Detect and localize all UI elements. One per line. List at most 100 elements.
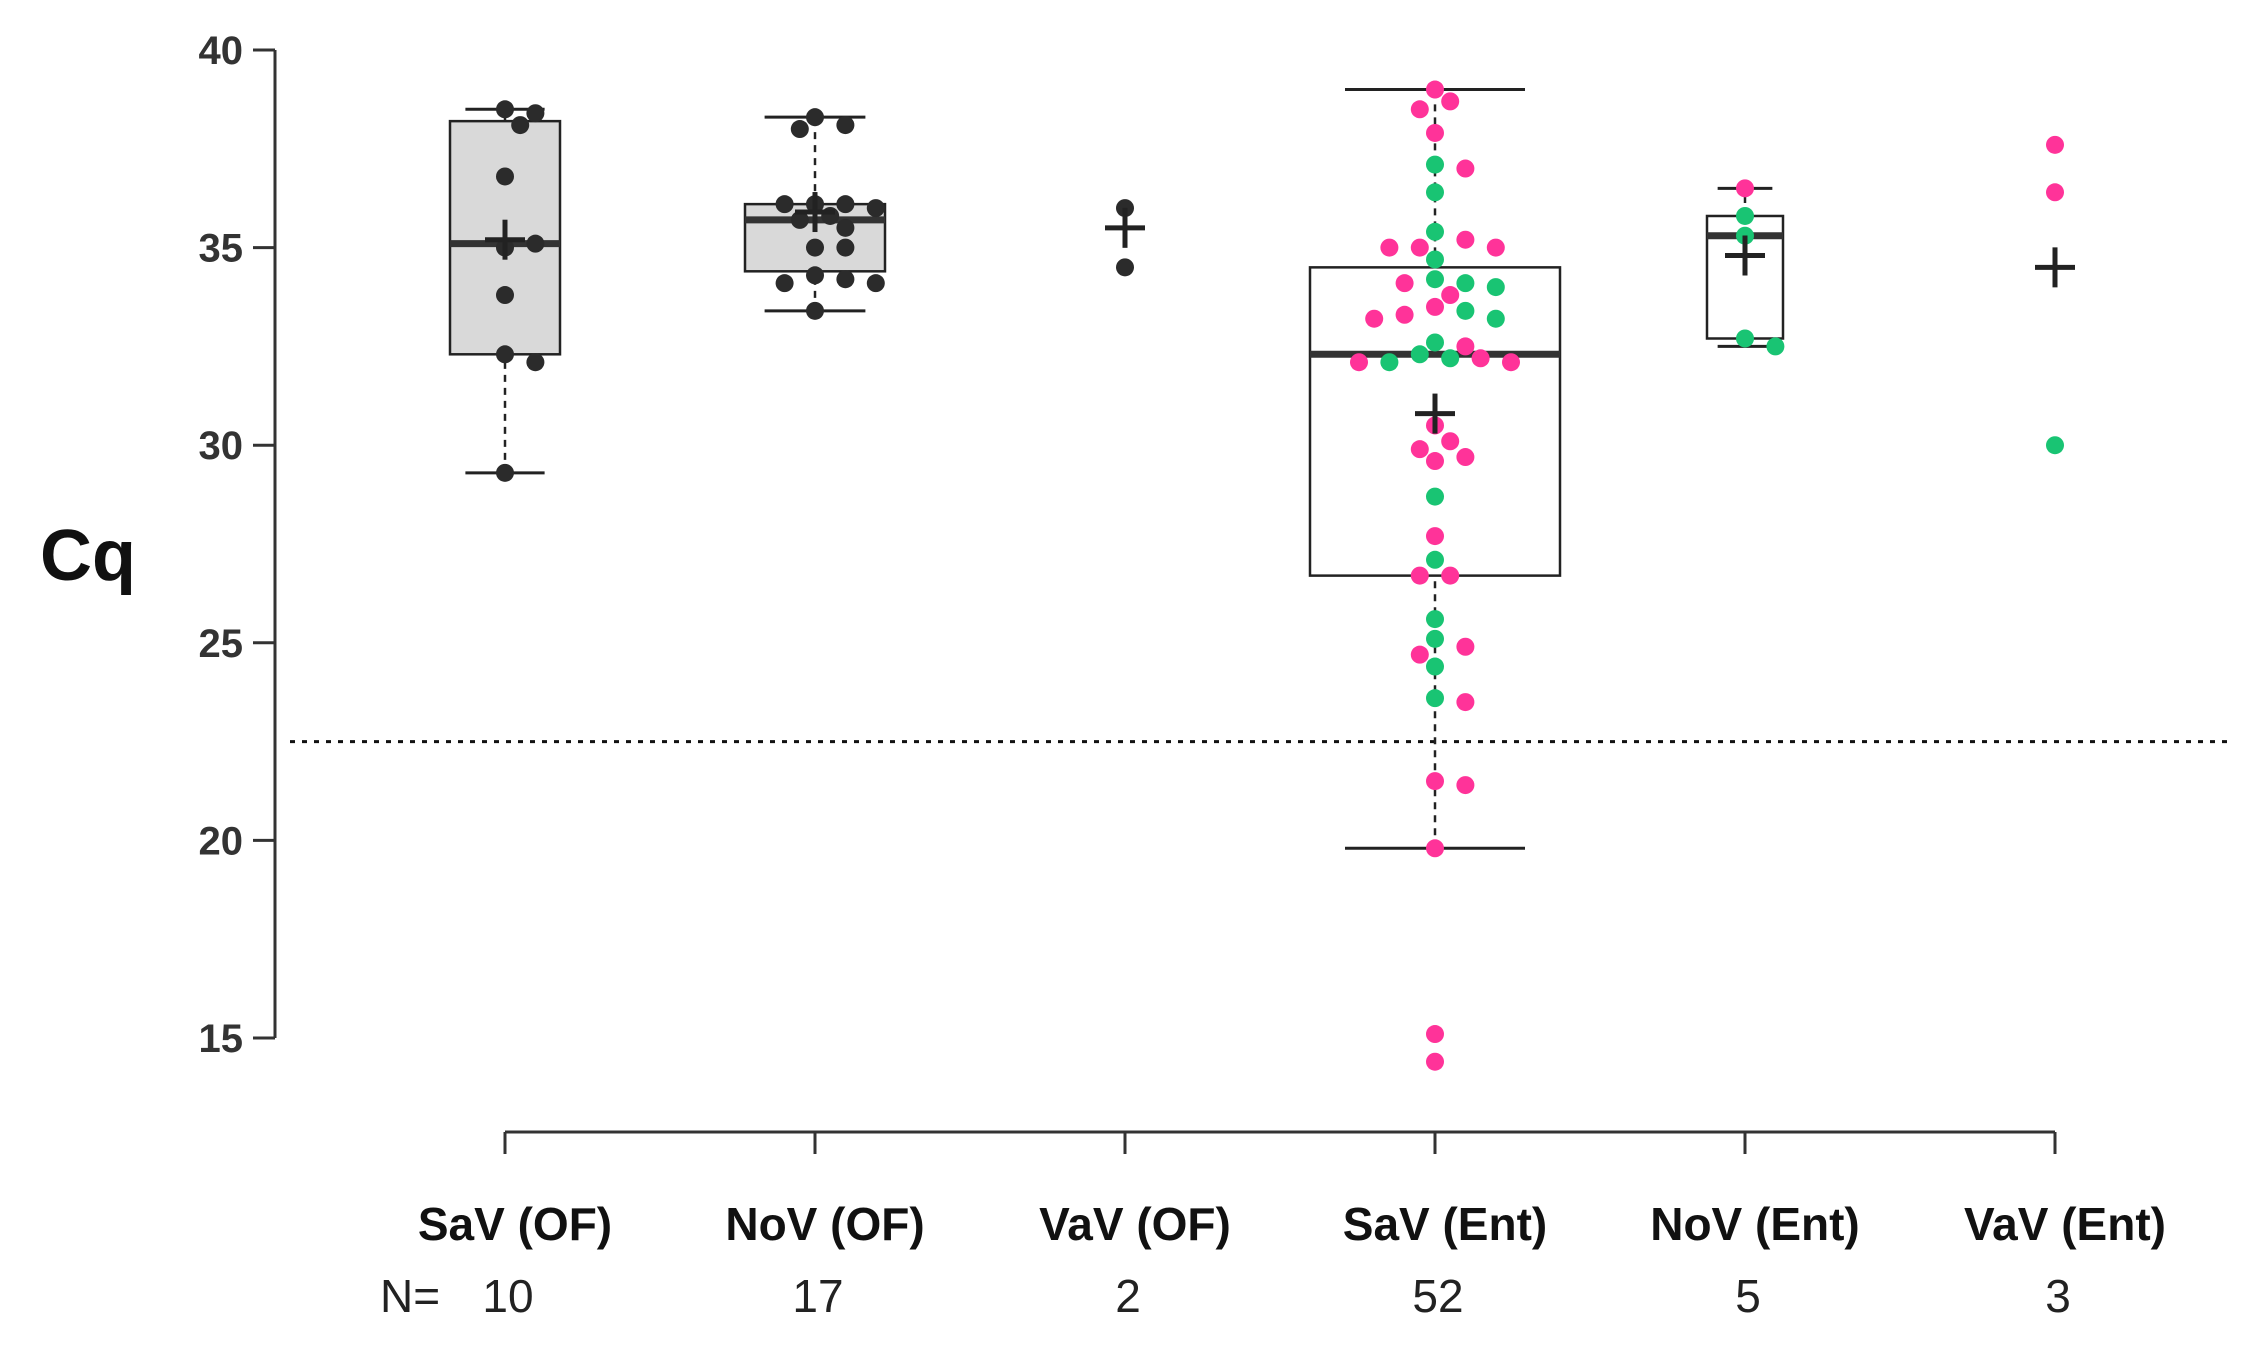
- data-point: [806, 238, 824, 257]
- data-point: [496, 463, 514, 482]
- data-point: [1410, 645, 1429, 664]
- data-point: [1426, 250, 1444, 269]
- y-tick-label: 25: [199, 622, 244, 666]
- data-point: [806, 266, 824, 285]
- data-point: [1486, 238, 1505, 257]
- data-point: [496, 286, 514, 305]
- data-point: [1410, 566, 1429, 585]
- data-point: [1441, 286, 1460, 305]
- data-point: [1456, 776, 1475, 795]
- data-point: [1456, 693, 1475, 712]
- y-tick-label: 20: [199, 819, 244, 863]
- x-category-label: SaV (Ent): [1343, 1198, 1547, 1250]
- n-prefix-label: N=: [380, 1270, 440, 1322]
- data-point: [1502, 353, 1520, 372]
- data-point: [1426, 270, 1444, 289]
- data-point: [496, 167, 514, 186]
- data-point: [496, 100, 514, 119]
- data-point: [790, 210, 809, 229]
- data-point: [1456, 637, 1475, 656]
- data-point: [1426, 487, 1444, 506]
- y-tick-label: 35: [199, 227, 244, 271]
- data-point: [1380, 238, 1399, 257]
- boxes-layer: [448, 88, 1785, 850]
- data-point: [511, 116, 530, 135]
- data-point: [1456, 301, 1475, 320]
- data-point: [790, 120, 809, 139]
- data-point: [836, 270, 855, 289]
- data-point: [1426, 297, 1444, 316]
- data-point: [866, 199, 885, 218]
- data-point: [526, 104, 545, 123]
- y-axis: 15 20 25 30 35 40: [199, 29, 277, 1061]
- n-count-label: 52: [1412, 1270, 1463, 1322]
- data-point: [806, 301, 824, 320]
- data-point: [1441, 432, 1460, 451]
- n-count-label: 17: [792, 1270, 843, 1322]
- data-point: [836, 218, 855, 237]
- data-point: [1456, 448, 1475, 467]
- data-point: [1486, 278, 1505, 297]
- data-point: [775, 195, 794, 214]
- data-point: [496, 345, 514, 364]
- data-point: [1410, 100, 1429, 119]
- x-category-label: VaV (Ent): [1964, 1198, 2166, 1250]
- data-point: [1350, 353, 1368, 372]
- data-point: [1441, 566, 1460, 585]
- data-point: [1410, 238, 1429, 257]
- data-point: [1456, 230, 1475, 249]
- x-category-label: NoV (OF): [725, 1198, 924, 1250]
- data-point: [1486, 309, 1505, 328]
- data-point: [526, 353, 545, 372]
- x-category-label: VaV (OF): [1039, 1198, 1231, 1250]
- points-layer: [485, 80, 2075, 1071]
- data-point: [1380, 353, 1399, 372]
- data-point: [2046, 135, 2064, 154]
- n-count-label: 3: [2045, 1270, 2071, 1322]
- data-point: [1426, 839, 1444, 858]
- x-category-label: SaV (OF): [418, 1198, 612, 1250]
- data-point: [1426, 452, 1444, 471]
- data-point: [1426, 1025, 1444, 1044]
- data-point: [1410, 345, 1429, 364]
- x-category-label: NoV (Ent): [1650, 1198, 1860, 1250]
- x-axis: SaV (OF) 10 NoV (OF) 17 VaV (OF) 2 SaV (Ent) 52…: [418, 1130, 2166, 1322]
- data-point: [1426, 550, 1444, 569]
- data-point: [836, 238, 855, 257]
- y-tick-label: 15: [199, 1017, 244, 1061]
- data-point: [1395, 274, 1414, 293]
- data-point: [1426, 80, 1444, 99]
- n-count-label: 2: [1115, 1270, 1141, 1322]
- y-tick-label: 30: [199, 424, 244, 468]
- n-count-label: 10: [482, 1270, 533, 1322]
- data-point: [1426, 610, 1444, 629]
- data-point: [1471, 349, 1490, 368]
- data-point: [1426, 183, 1444, 202]
- data-point: [836, 195, 855, 214]
- data-point: [2046, 183, 2064, 202]
- data-point: [775, 274, 794, 293]
- data-point: [1766, 337, 1785, 356]
- data-point: [1426, 222, 1444, 241]
- data-point: [836, 116, 855, 135]
- data-point: [1736, 329, 1754, 348]
- data-point: [2046, 436, 2064, 455]
- data-point: [1441, 92, 1460, 111]
- data-point: [1736, 206, 1754, 225]
- data-point: [866, 274, 885, 293]
- data-point: [1426, 772, 1444, 791]
- data-point: [1456, 274, 1475, 293]
- data-point: [1395, 305, 1414, 324]
- data-point: [1426, 333, 1444, 352]
- data-point: [1456, 159, 1475, 178]
- data-point: [1736, 179, 1754, 198]
- data-point: [806, 108, 824, 127]
- data-point: [1426, 657, 1444, 676]
- data-point: [1426, 527, 1444, 546]
- data-point: [526, 234, 545, 253]
- data-point: [1426, 689, 1444, 708]
- data-point: [1116, 258, 1134, 277]
- data-point: [1426, 155, 1444, 174]
- data-point: [1365, 309, 1384, 328]
